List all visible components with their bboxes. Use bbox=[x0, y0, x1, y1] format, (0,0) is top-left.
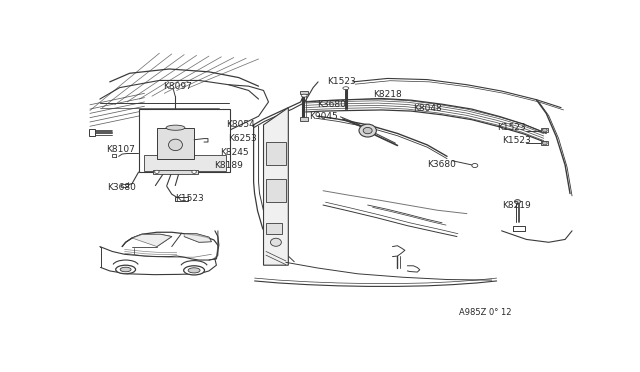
Text: K9045: K9045 bbox=[309, 112, 338, 121]
Bar bbox=[541, 128, 548, 132]
Ellipse shape bbox=[184, 266, 205, 275]
Text: A985Z 0° 12: A985Z 0° 12 bbox=[459, 308, 511, 317]
Ellipse shape bbox=[188, 268, 200, 273]
Text: K8219: K8219 bbox=[502, 201, 531, 210]
Text: K8189: K8189 bbox=[214, 161, 243, 170]
Ellipse shape bbox=[155, 170, 159, 173]
Bar bbox=[300, 117, 308, 121]
Text: K8054: K8054 bbox=[227, 121, 255, 129]
Ellipse shape bbox=[120, 267, 131, 272]
Polygon shape bbox=[184, 234, 211, 242]
Ellipse shape bbox=[542, 141, 547, 145]
Polygon shape bbox=[132, 234, 172, 247]
Text: K1523: K1523 bbox=[497, 123, 525, 132]
Bar bbox=[266, 223, 282, 234]
Ellipse shape bbox=[271, 238, 282, 246]
Bar bbox=[300, 91, 308, 94]
Ellipse shape bbox=[343, 87, 349, 90]
Text: K8107: K8107 bbox=[106, 145, 134, 154]
Ellipse shape bbox=[168, 139, 182, 151]
Ellipse shape bbox=[116, 265, 136, 274]
Bar bbox=[175, 197, 188, 201]
Bar bbox=[266, 142, 286, 165]
Ellipse shape bbox=[301, 94, 307, 97]
Text: K8245: K8245 bbox=[220, 148, 248, 157]
Bar bbox=[89, 129, 95, 136]
Ellipse shape bbox=[192, 170, 196, 173]
Bar bbox=[138, 109, 230, 172]
Text: K8048: K8048 bbox=[413, 104, 442, 113]
Bar bbox=[154, 170, 198, 174]
Bar bbox=[121, 185, 128, 187]
Bar bbox=[541, 141, 548, 145]
Text: K3680: K3680 bbox=[108, 183, 136, 192]
Ellipse shape bbox=[542, 129, 547, 132]
Bar bbox=[157, 128, 194, 159]
Ellipse shape bbox=[472, 164, 478, 167]
Ellipse shape bbox=[166, 125, 185, 130]
Bar bbox=[266, 179, 286, 202]
Text: K8097: K8097 bbox=[163, 82, 192, 91]
Text: K3680: K3680 bbox=[317, 100, 346, 109]
Ellipse shape bbox=[515, 200, 520, 203]
Text: K1523: K1523 bbox=[327, 77, 356, 86]
Polygon shape bbox=[264, 108, 288, 265]
Ellipse shape bbox=[364, 128, 372, 134]
Text: K6253: K6253 bbox=[228, 134, 257, 143]
Text: K1523: K1523 bbox=[175, 194, 204, 203]
Ellipse shape bbox=[359, 124, 376, 137]
Text: K1523: K1523 bbox=[502, 136, 531, 145]
Text: K8218: K8218 bbox=[372, 90, 401, 99]
Bar bbox=[145, 155, 227, 171]
Text: K3680: K3680 bbox=[428, 160, 456, 169]
